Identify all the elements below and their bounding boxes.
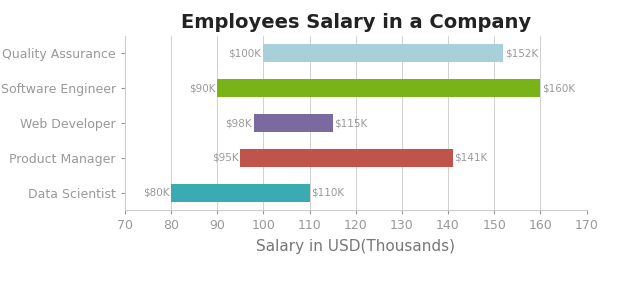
Text: $160K: $160K — [542, 83, 575, 93]
Title: Employees Salary in a Company: Employees Salary in a Company — [180, 13, 531, 32]
Text: $110K: $110K — [311, 188, 344, 198]
Text: $90K: $90K — [189, 83, 215, 93]
Text: $141K: $141K — [454, 153, 488, 163]
Text: $95K: $95K — [212, 153, 238, 163]
Text: $98K: $98K — [226, 118, 252, 128]
Bar — [263, 44, 504, 62]
Text: $152K: $152K — [505, 48, 539, 58]
Bar — [217, 79, 540, 97]
Text: $80K: $80K — [143, 188, 169, 198]
Text: $115K: $115K — [334, 118, 368, 128]
Bar — [171, 184, 310, 202]
Text: $100K: $100K — [228, 48, 261, 58]
Bar — [240, 149, 452, 167]
X-axis label: Salary in USD(Thousands): Salary in USD(Thousands) — [256, 239, 455, 254]
Bar — [254, 114, 333, 132]
